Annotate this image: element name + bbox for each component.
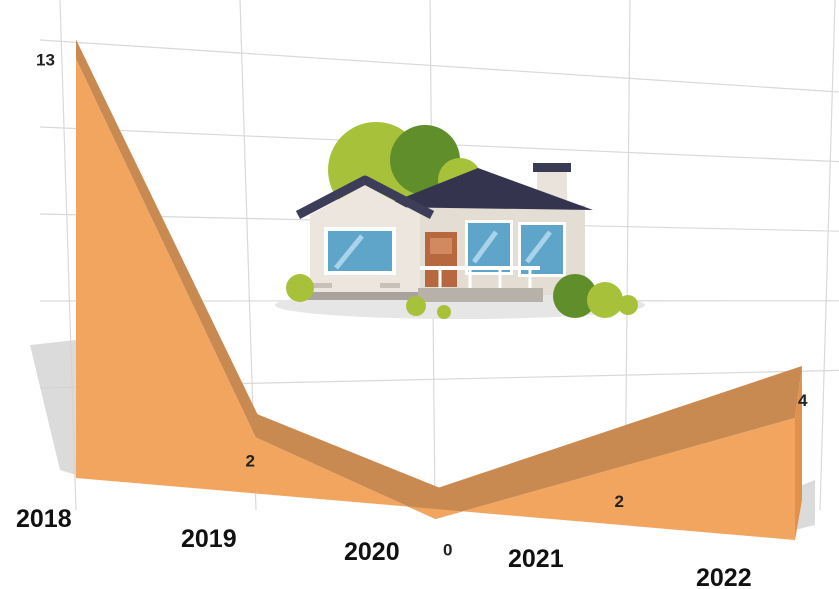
area-series <box>76 39 802 540</box>
gridline-vertical <box>819 0 836 511</box>
x-tick-label: 2022 <box>696 564 752 589</box>
x-tick-label: 2021 <box>508 545 564 573</box>
data-label: 2 <box>615 492 624 511</box>
data-label: 0 <box>443 541 452 560</box>
data-label: 13 <box>36 51 55 70</box>
x-tick-label: 2019 <box>181 525 237 553</box>
x-tick-label: 2018 <box>16 505 72 533</box>
house-icon <box>275 122 645 319</box>
area-end-cap <box>795 366 802 540</box>
data-label: 2 <box>246 451 255 470</box>
x-axis: 2018 2019 2020 2021 2022 <box>16 505 752 589</box>
data-labels: 13 2 0 2 4 <box>36 51 808 560</box>
x-tick-label: 2020 <box>344 538 400 566</box>
area-front-face <box>76 59 795 540</box>
gridline-horizontal <box>39 39 839 93</box>
area-shadow-left <box>30 340 76 475</box>
data-label: 4 <box>798 391 808 410</box>
